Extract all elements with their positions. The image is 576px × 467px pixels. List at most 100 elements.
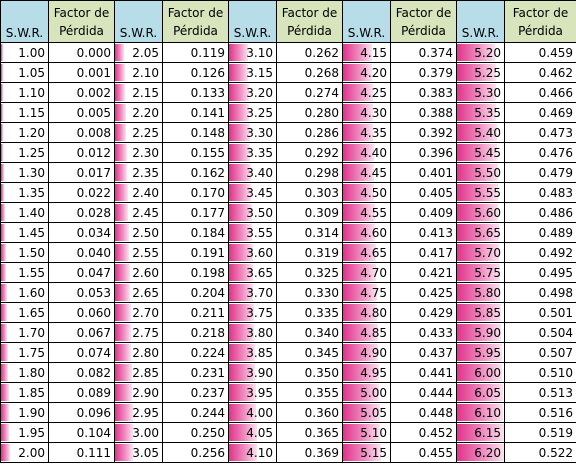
- factor-cell[interactable]: 0.008: [48, 122, 115, 143]
- factor-header-cell[interactable]: Factor de Pérdida: [390, 0, 457, 43]
- factor-cell[interactable]: 0.473: [504, 122, 576, 143]
- swr-cell[interactable]: 3.20: [228, 82, 277, 103]
- swr-cell[interactable]: 6.05: [456, 382, 505, 403]
- swr-cell[interactable]: 4.85: [342, 322, 391, 343]
- swr-cell[interactable]: 2.85: [114, 362, 163, 383]
- factor-cell[interactable]: 0.040: [48, 242, 115, 263]
- swr-header-cell[interactable]: S.W.R.: [456, 0, 505, 43]
- factor-cell[interactable]: 0.519: [504, 422, 576, 443]
- swr-cell[interactable]: 5.50: [456, 162, 505, 183]
- factor-cell[interactable]: 0.350: [276, 362, 343, 383]
- factor-cell[interactable]: 0.360: [276, 402, 343, 423]
- factor-cell[interactable]: 0.133: [162, 82, 229, 103]
- factor-cell[interactable]: 0.001: [48, 62, 115, 83]
- factor-cell[interactable]: 0.204: [162, 282, 229, 303]
- factor-cell[interactable]: 0.198: [162, 262, 229, 283]
- swr-cell[interactable]: 2.35: [114, 162, 163, 183]
- swr-cell[interactable]: 4.95: [342, 362, 391, 383]
- swr-cell[interactable]: 1.25: [0, 142, 49, 163]
- swr-cell[interactable]: 5.65: [456, 222, 505, 243]
- swr-cell[interactable]: 2.30: [114, 142, 163, 163]
- swr-cell[interactable]: 6.20: [456, 442, 505, 463]
- swr-cell[interactable]: 1.35: [0, 182, 49, 203]
- swr-cell[interactable]: 3.65: [228, 262, 277, 283]
- swr-cell[interactable]: 1.10: [0, 82, 49, 103]
- swr-cell[interactable]: 2.50: [114, 222, 163, 243]
- swr-cell[interactable]: 4.45: [342, 162, 391, 183]
- factor-cell[interactable]: 0.489: [504, 222, 576, 243]
- swr-cell[interactable]: 4.40: [342, 142, 391, 163]
- factor-cell[interactable]: 0.421: [390, 262, 457, 283]
- factor-cell[interactable]: 0.441: [390, 362, 457, 383]
- swr-cell[interactable]: 2.40: [114, 182, 163, 203]
- factor-cell[interactable]: 0.437: [390, 342, 457, 363]
- swr-cell[interactable]: 5.70: [456, 242, 505, 263]
- swr-cell[interactable]: 5.45: [456, 142, 505, 163]
- factor-cell[interactable]: 0.516: [504, 402, 576, 423]
- factor-cell[interactable]: 0.303: [276, 182, 343, 203]
- factor-cell[interactable]: 0.374: [390, 42, 457, 63]
- factor-cell[interactable]: 0.504: [504, 322, 576, 343]
- factor-cell[interactable]: 0.250: [162, 422, 229, 443]
- swr-cell[interactable]: 5.20: [456, 42, 505, 63]
- swr-cell[interactable]: 5.80: [456, 282, 505, 303]
- swr-header-cell[interactable]: S.W.R.: [228, 0, 277, 43]
- swr-cell[interactable]: 5.00: [342, 382, 391, 403]
- factor-cell[interactable]: 0.335: [276, 302, 343, 323]
- factor-cell[interactable]: 0.396: [390, 142, 457, 163]
- factor-cell[interactable]: 0.237: [162, 382, 229, 403]
- swr-cell[interactable]: 4.00: [228, 402, 277, 423]
- factor-cell[interactable]: 0.369: [276, 442, 343, 463]
- swr-cell[interactable]: 5.60: [456, 202, 505, 223]
- factor-cell[interactable]: 0.492: [504, 242, 576, 263]
- swr-cell[interactable]: 4.20: [342, 62, 391, 83]
- swr-cell[interactable]: 3.95: [228, 382, 277, 403]
- swr-cell[interactable]: 4.15: [342, 42, 391, 63]
- factor-cell[interactable]: 0.060: [48, 302, 115, 323]
- factor-cell[interactable]: 0.184: [162, 222, 229, 243]
- factor-cell[interactable]: 0.034: [48, 222, 115, 243]
- factor-cell[interactable]: 0.017: [48, 162, 115, 183]
- factor-cell[interactable]: 0.417: [390, 242, 457, 263]
- factor-header-cell[interactable]: Factor de Pérdida: [48, 0, 115, 43]
- swr-cell[interactable]: 5.15: [342, 442, 391, 463]
- factor-cell[interactable]: 0.244: [162, 402, 229, 423]
- factor-cell[interactable]: 0.104: [48, 422, 115, 443]
- swr-cell[interactable]: 4.25: [342, 82, 391, 103]
- swr-cell[interactable]: 3.55: [228, 222, 277, 243]
- factor-cell[interactable]: 0.126: [162, 62, 229, 83]
- swr-cell[interactable]: 4.90: [342, 342, 391, 363]
- swr-cell[interactable]: 5.95: [456, 342, 505, 363]
- swr-cell[interactable]: 5.90: [456, 322, 505, 343]
- factor-cell[interactable]: 0.425: [390, 282, 457, 303]
- swr-cell[interactable]: 3.90: [228, 362, 277, 383]
- factor-cell[interactable]: 0.466: [504, 82, 576, 103]
- swr-cell[interactable]: 3.70: [228, 282, 277, 303]
- factor-cell[interactable]: 0.074: [48, 342, 115, 363]
- factor-cell[interactable]: 0.330: [276, 282, 343, 303]
- swr-cell[interactable]: 4.30: [342, 102, 391, 123]
- swr-cell[interactable]: 5.10: [342, 422, 391, 443]
- swr-cell[interactable]: 1.00: [0, 42, 49, 63]
- swr-cell[interactable]: 6.10: [456, 402, 505, 423]
- swr-cell[interactable]: 5.25: [456, 62, 505, 83]
- factor-cell[interactable]: 0.089: [48, 382, 115, 403]
- swr-cell[interactable]: 3.05: [114, 442, 163, 463]
- swr-cell[interactable]: 1.55: [0, 262, 49, 283]
- factor-cell[interactable]: 0.191: [162, 242, 229, 263]
- factor-cell[interactable]: 0.231: [162, 362, 229, 383]
- swr-cell[interactable]: 1.80: [0, 362, 49, 383]
- swr-cell[interactable]: 4.10: [228, 442, 277, 463]
- swr-cell[interactable]: 1.45: [0, 222, 49, 243]
- factor-cell[interactable]: 0.218: [162, 322, 229, 343]
- factor-cell[interactable]: 0.298: [276, 162, 343, 183]
- swr-cell[interactable]: 4.70: [342, 262, 391, 283]
- factor-cell[interactable]: 0.455: [390, 442, 457, 463]
- factor-header-cell[interactable]: Factor de Pérdida: [504, 0, 576, 43]
- factor-cell[interactable]: 0.433: [390, 322, 457, 343]
- swr-cell[interactable]: 3.80: [228, 322, 277, 343]
- factor-cell[interactable]: 0.280: [276, 102, 343, 123]
- factor-cell[interactable]: 0.141: [162, 102, 229, 123]
- swr-cell[interactable]: 1.75: [0, 342, 49, 363]
- swr-cell[interactable]: 1.85: [0, 382, 49, 403]
